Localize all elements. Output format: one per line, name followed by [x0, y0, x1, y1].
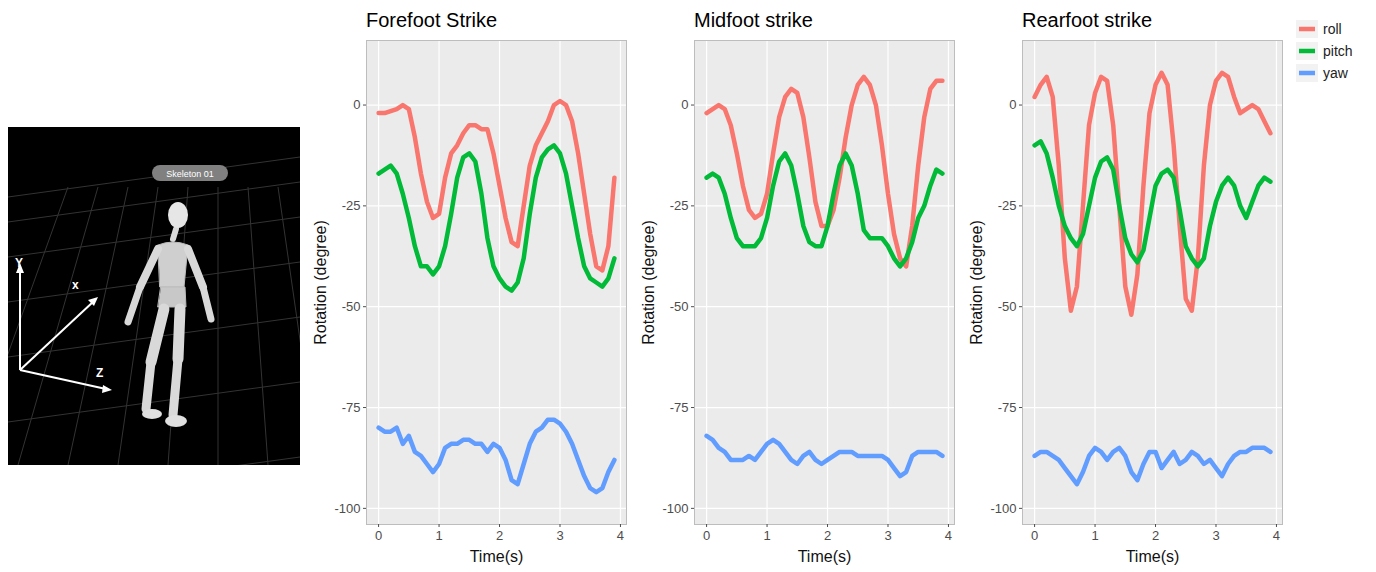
svg-text:Z: Z — [96, 366, 103, 380]
html-text:Rearfoot strike: Rearfoot strike — [1022, 9, 1153, 31]
svg-text:-75: -75 — [670, 400, 689, 415]
svg-text:-50: -50 — [998, 299, 1017, 314]
svg-text:-75: -75 — [342, 400, 361, 415]
svg-text:Rotation (degree): Rotation (degree) — [968, 220, 985, 345]
svg-text:Time(s): Time(s) — [798, 548, 852, 565]
html-text:roll: roll — [1323, 21, 1342, 37]
svg-text:Skeleton 01: Skeleton 01 — [166, 169, 214, 179]
svg-text:3: 3 — [556, 528, 563, 543]
html-text:pitch: pitch — [1323, 43, 1353, 59]
svg-text:Time(s): Time(s) — [1126, 548, 1180, 565]
svg-text:0: 0 — [1031, 528, 1038, 543]
svg-text:-100: -100 — [334, 501, 360, 516]
svg-text:Rotation (degree): Rotation (degree) — [640, 220, 657, 345]
svg-text:3: 3 — [1212, 528, 1219, 543]
svg-text:0: 0 — [681, 97, 688, 112]
svg-text:0: 0 — [353, 97, 360, 112]
svg-text:-25: -25 — [670, 198, 689, 213]
svg-text:4: 4 — [617, 528, 624, 543]
svg-text:1: 1 — [1091, 528, 1098, 543]
svg-text:0: 0 — [1009, 97, 1016, 112]
svg-text:3: 3 — [884, 528, 891, 543]
svg-text:x: x — [72, 278, 79, 292]
svg-text:4: 4 — [1273, 528, 1280, 543]
svg-text:2: 2 — [824, 528, 831, 543]
svg-text:2: 2 — [1152, 528, 1159, 543]
svg-text:0: 0 — [375, 528, 382, 543]
html-text:yaw: yaw — [1323, 65, 1348, 81]
svg-text:Y: Y — [15, 256, 23, 270]
svg-text:0: 0 — [703, 528, 710, 543]
svg-text:-25: -25 — [998, 198, 1017, 213]
svg-text:-75: -75 — [998, 400, 1017, 415]
svg-text:Time(s): Time(s) — [470, 548, 524, 565]
svg-text:1: 1 — [763, 528, 770, 543]
svg-text:-25: -25 — [342, 198, 361, 213]
svg-text:1: 1 — [435, 528, 442, 543]
svg-text:-50: -50 — [670, 299, 689, 314]
svg-text:Rotation (degree): Rotation (degree) — [312, 220, 329, 345]
svg-text:-50: -50 — [342, 299, 361, 314]
html-text:Midfoot strike: Midfoot strike — [694, 9, 813, 31]
svg-text:-100: -100 — [990, 501, 1016, 516]
svg-text:2: 2 — [496, 528, 503, 543]
html-text:Forefoot Strike: Forefoot Strike — [366, 9, 498, 31]
svg-text:-100: -100 — [662, 501, 688, 516]
svg-text:4: 4 — [945, 528, 952, 543]
